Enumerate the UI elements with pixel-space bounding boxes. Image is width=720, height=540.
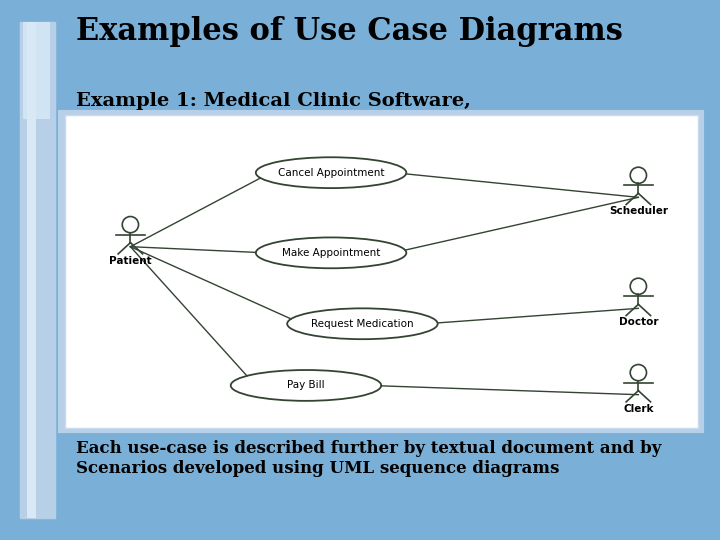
Text: Request Medication: Request Medication bbox=[311, 319, 414, 329]
Text: Make Appointment: Make Appointment bbox=[282, 248, 380, 258]
Text: Clerk: Clerk bbox=[623, 403, 654, 414]
Text: Example 1: Medical Clinic Software,
could be missing use case relations: Example 1: Medical Clinic Software, coul… bbox=[76, 92, 470, 131]
Text: Examples of Use Case Diagrams: Examples of Use Case Diagrams bbox=[76, 16, 623, 47]
Text: Patient: Patient bbox=[109, 255, 152, 266]
Text: Doctor: Doctor bbox=[618, 317, 658, 327]
Text: Pay Bill: Pay Bill bbox=[287, 381, 325, 390]
Text: Cancel Appointment: Cancel Appointment bbox=[278, 168, 384, 178]
Text: Scheduler: Scheduler bbox=[609, 206, 668, 216]
Text: Each use-case is described further by textual document and by
Scenarios develope: Each use-case is described further by te… bbox=[76, 440, 661, 477]
